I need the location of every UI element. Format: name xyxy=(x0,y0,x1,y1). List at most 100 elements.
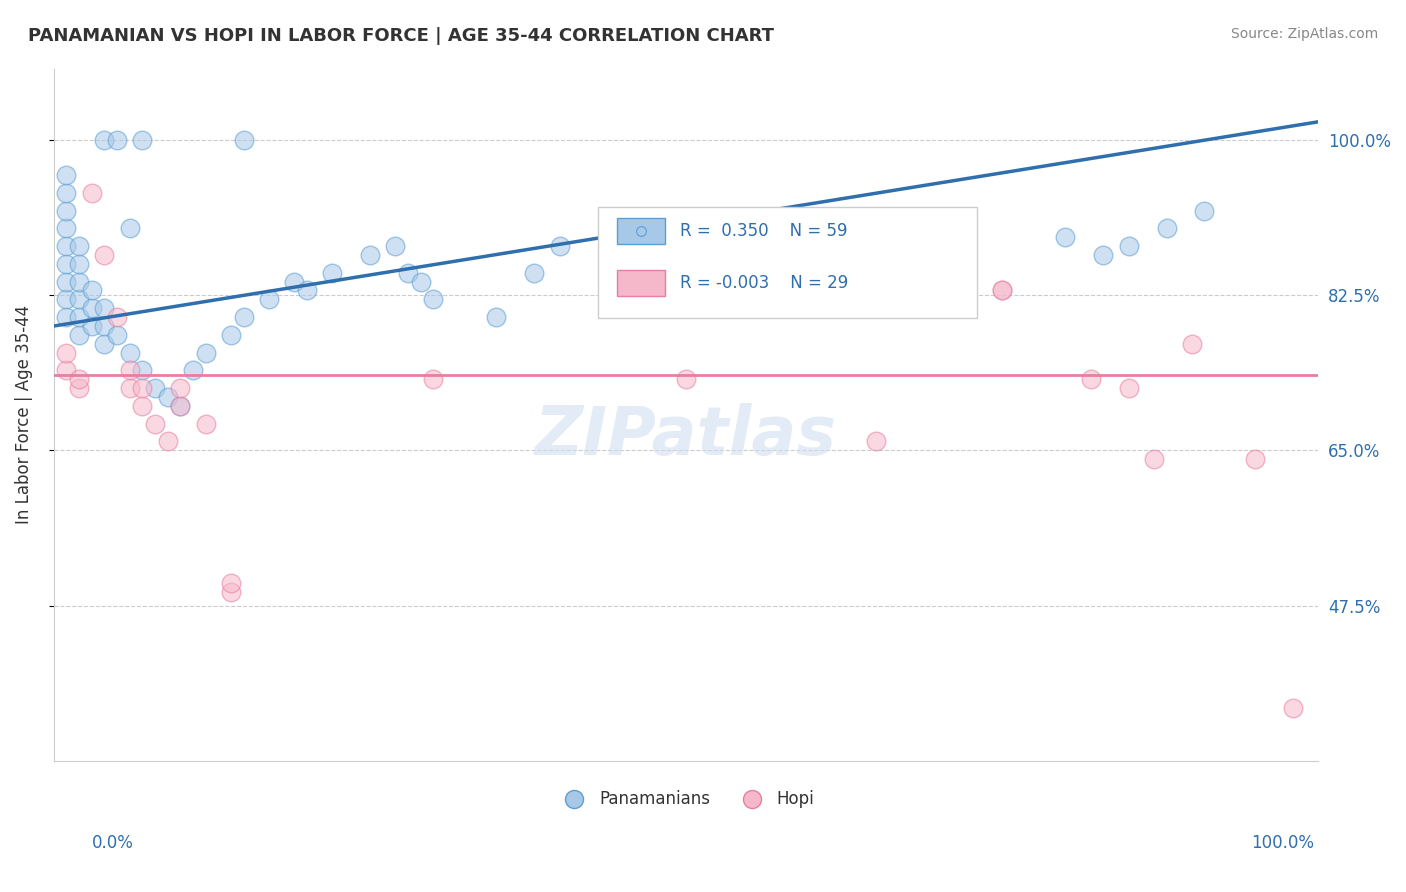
Point xyxy=(118,381,141,395)
Point xyxy=(156,434,179,449)
Point xyxy=(523,266,546,280)
Point xyxy=(169,381,191,395)
Point xyxy=(321,266,343,280)
Point xyxy=(105,327,128,342)
Point xyxy=(991,284,1014,298)
Point xyxy=(181,363,204,377)
Point xyxy=(1092,248,1115,262)
Point xyxy=(55,186,77,200)
Point xyxy=(283,275,305,289)
Point xyxy=(55,203,77,218)
Point xyxy=(67,239,90,253)
Point xyxy=(67,257,90,271)
Point xyxy=(156,390,179,404)
Point xyxy=(194,345,217,359)
Point xyxy=(67,381,90,395)
Point xyxy=(93,301,115,316)
Bar xyxy=(616,219,665,244)
Point xyxy=(143,381,166,395)
Point xyxy=(118,363,141,377)
Point xyxy=(1054,230,1077,244)
Point xyxy=(485,310,508,325)
Point xyxy=(865,434,887,449)
Point xyxy=(232,310,254,325)
Point xyxy=(1244,452,1267,467)
Point xyxy=(295,284,318,298)
Point xyxy=(55,310,77,325)
Text: R =  0.350    N = 59: R = 0.350 N = 59 xyxy=(679,222,848,240)
Point xyxy=(67,310,90,325)
Point xyxy=(55,345,77,359)
Point xyxy=(131,363,153,377)
Point xyxy=(422,372,444,386)
Point xyxy=(953,257,976,271)
Point xyxy=(384,239,406,253)
Point xyxy=(1143,452,1166,467)
Point xyxy=(131,381,153,395)
Point xyxy=(67,372,90,386)
Point xyxy=(105,310,128,325)
Point xyxy=(675,275,697,289)
Point xyxy=(169,399,191,413)
Point xyxy=(1080,372,1102,386)
Y-axis label: In Labor Force | Age 35-44: In Labor Force | Age 35-44 xyxy=(15,305,32,524)
Text: R = -0.003    N = 29: R = -0.003 N = 29 xyxy=(679,274,848,293)
Point xyxy=(80,301,103,316)
Text: ZIPatlas: ZIPatlas xyxy=(536,402,837,468)
Point xyxy=(80,186,103,200)
Point xyxy=(55,257,77,271)
Point xyxy=(80,284,103,298)
Point xyxy=(55,239,77,253)
Point xyxy=(93,248,115,262)
Point xyxy=(359,248,381,262)
Point xyxy=(118,345,141,359)
Point xyxy=(219,327,242,342)
Point xyxy=(219,585,242,599)
Point xyxy=(55,168,77,182)
Point xyxy=(548,239,571,253)
Point xyxy=(131,399,153,413)
Point xyxy=(396,266,419,280)
Point xyxy=(219,576,242,591)
Point xyxy=(1194,203,1216,218)
Point xyxy=(67,327,90,342)
Point xyxy=(1118,381,1140,395)
Point xyxy=(1118,239,1140,253)
Point xyxy=(93,132,115,146)
Point xyxy=(991,284,1014,298)
Text: 100.0%: 100.0% xyxy=(1251,834,1315,852)
Point xyxy=(93,318,115,333)
Point xyxy=(232,132,254,146)
Point xyxy=(675,372,697,386)
Point xyxy=(801,239,824,253)
Point xyxy=(105,132,128,146)
Point xyxy=(1282,701,1305,715)
Point xyxy=(257,293,280,307)
Point xyxy=(409,275,432,289)
Bar xyxy=(616,270,665,296)
Point xyxy=(67,275,90,289)
Point xyxy=(865,221,887,235)
FancyBboxPatch shape xyxy=(598,207,977,318)
Point xyxy=(93,336,115,351)
Point xyxy=(903,239,925,253)
Point xyxy=(67,293,90,307)
Point xyxy=(1156,221,1178,235)
Legend: Panamanians, Hopi: Panamanians, Hopi xyxy=(551,784,821,815)
Text: PANAMANIAN VS HOPI IN LABOR FORCE | AGE 35-44 CORRELATION CHART: PANAMANIAN VS HOPI IN LABOR FORCE | AGE … xyxy=(28,27,775,45)
Point xyxy=(1181,336,1204,351)
Point xyxy=(55,293,77,307)
Point xyxy=(80,318,103,333)
Point xyxy=(118,221,141,235)
Point xyxy=(422,293,444,307)
Point xyxy=(143,417,166,431)
Point xyxy=(169,399,191,413)
Text: Source: ZipAtlas.com: Source: ZipAtlas.com xyxy=(1230,27,1378,41)
Point xyxy=(55,275,77,289)
Point xyxy=(55,221,77,235)
Point xyxy=(131,132,153,146)
Point xyxy=(738,257,761,271)
Point xyxy=(194,417,217,431)
Text: 0.0%: 0.0% xyxy=(91,834,134,852)
Point xyxy=(55,363,77,377)
